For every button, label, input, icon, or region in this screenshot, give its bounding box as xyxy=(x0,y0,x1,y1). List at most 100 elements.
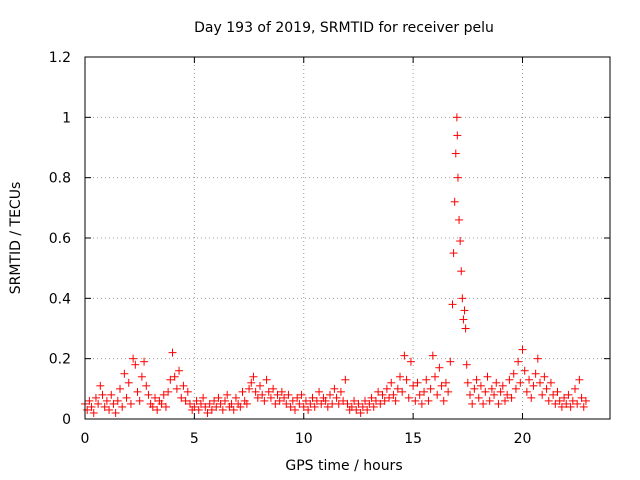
data-point xyxy=(449,249,458,258)
data-point xyxy=(258,390,267,399)
data-point xyxy=(175,366,184,375)
data-point xyxy=(87,402,96,411)
data-point xyxy=(310,402,319,411)
data-point xyxy=(354,399,363,408)
data-points xyxy=(81,113,590,417)
data-point xyxy=(428,351,437,360)
data-point xyxy=(321,396,330,405)
data-point xyxy=(295,399,304,408)
data-point xyxy=(347,402,356,411)
data-point xyxy=(91,393,100,402)
y-axis-label: SRMTID / TECUs xyxy=(8,182,24,295)
data-point xyxy=(444,387,453,396)
data-point xyxy=(315,387,324,396)
data-point xyxy=(525,375,534,384)
data-point xyxy=(433,390,442,399)
data-point xyxy=(288,396,297,405)
data-point xyxy=(284,390,293,399)
data-point xyxy=(448,300,457,309)
data-point xyxy=(304,405,313,414)
data-point xyxy=(367,393,376,402)
data-point xyxy=(194,405,203,414)
data-point xyxy=(98,390,107,399)
data-point xyxy=(262,375,271,384)
data-point xyxy=(387,378,396,387)
data-point xyxy=(391,396,400,405)
data-point xyxy=(369,402,378,411)
data-point xyxy=(271,399,280,408)
data-point xyxy=(326,390,334,399)
data-point xyxy=(507,393,516,402)
data-point xyxy=(581,396,590,405)
data-point xyxy=(96,381,105,390)
data-point xyxy=(245,384,254,393)
data-point xyxy=(148,402,157,411)
data-point xyxy=(253,393,262,402)
data-point xyxy=(100,402,109,411)
data-point xyxy=(157,399,166,408)
data-point xyxy=(549,390,558,399)
data-point xyxy=(498,381,507,390)
data-point xyxy=(389,390,398,399)
data-point xyxy=(102,396,111,405)
data-point xyxy=(546,378,555,387)
data-point xyxy=(553,387,562,396)
y-tick-label: 0 xyxy=(62,412,71,428)
data-point xyxy=(256,381,264,390)
data-point xyxy=(111,408,120,417)
data-point xyxy=(441,378,450,387)
data-point xyxy=(192,396,201,405)
data-point xyxy=(190,402,199,411)
data-point xyxy=(341,375,350,384)
data-point xyxy=(503,390,512,399)
data-point xyxy=(291,405,299,414)
data-point xyxy=(400,351,409,360)
data-point xyxy=(420,387,429,396)
data-point xyxy=(417,399,426,408)
data-point xyxy=(205,399,214,408)
data-point xyxy=(218,405,227,414)
data-point xyxy=(153,405,162,414)
data-point xyxy=(356,408,365,417)
data-point xyxy=(365,399,374,408)
data-point xyxy=(260,396,269,405)
data-point xyxy=(299,402,308,411)
grid-lines xyxy=(85,57,610,419)
data-point xyxy=(120,369,129,378)
data-point xyxy=(301,396,310,405)
x-tick-label: 20 xyxy=(514,431,532,447)
data-point xyxy=(361,396,369,405)
x-axis-label: GPS time / hours xyxy=(285,458,402,474)
data-point xyxy=(371,396,380,405)
data-point xyxy=(483,372,492,381)
data-point xyxy=(474,393,483,402)
y-tick-label: 0.2 xyxy=(49,352,71,368)
data-point xyxy=(201,402,210,411)
data-point xyxy=(571,384,579,393)
data-point xyxy=(339,396,348,405)
data-point xyxy=(461,324,470,333)
data-point xyxy=(137,372,146,381)
data-point xyxy=(551,399,560,408)
data-point xyxy=(297,390,306,399)
data-point xyxy=(522,387,531,396)
data-point xyxy=(358,402,367,411)
data-point xyxy=(472,375,481,384)
data-point xyxy=(216,399,225,408)
data-point xyxy=(531,369,540,378)
data-point xyxy=(203,408,212,417)
data-point xyxy=(168,348,177,357)
data-point xyxy=(413,378,422,387)
data-point xyxy=(317,399,326,408)
data-point xyxy=(406,357,415,366)
data-point xyxy=(282,399,291,408)
data-point xyxy=(540,372,549,381)
data-point xyxy=(462,360,471,369)
data-point xyxy=(323,402,332,411)
data-point xyxy=(179,381,188,390)
data-point xyxy=(334,399,343,408)
data-point xyxy=(116,384,124,393)
data-point xyxy=(560,393,569,402)
data-point xyxy=(566,402,575,411)
